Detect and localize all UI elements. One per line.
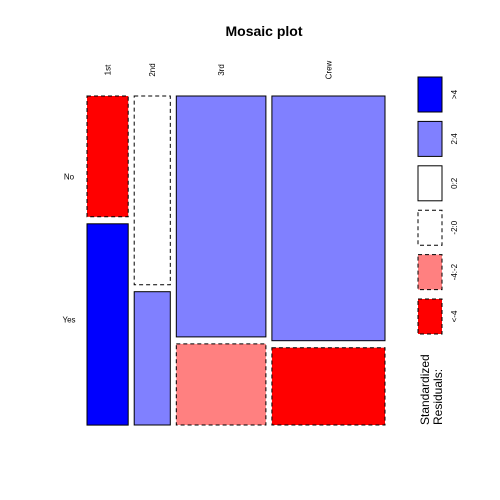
legend-label-3: 0:2 — [450, 177, 459, 189]
cell-2nd-no — [133, 95, 171, 286]
legend-title-line-1: Standardized — [418, 354, 432, 425]
cell-crew-yes — [271, 347, 386, 426]
column-labels: 1st 2nd 3rd Crew — [104, 60, 334, 79]
column-label-3rd: 3rd — [217, 64, 226, 76]
cell-crew-no — [271, 95, 386, 342]
legend-label-4: -2:0 — [450, 220, 459, 234]
legend-label-5: -4:-2 — [450, 263, 459, 280]
column-label-2nd: 2nd — [148, 63, 157, 76]
legend-label-1: >4 — [450, 89, 459, 99]
cell-1st-no — [86, 95, 129, 218]
legend-label-6: <-4 — [450, 310, 459, 322]
legend-swatch-4 — [417, 209, 443, 246]
legend: >4 2:4 0:2 -2:0 -4:-2 <-4 Standardized Residual… — [417, 76, 459, 425]
legend-title-line-2: Residuals: — [431, 369, 445, 425]
cell-3rd-no — [175, 95, 267, 338]
column-label-1st: 1st — [104, 64, 113, 75]
legend-swatch-6 — [417, 298, 443, 335]
legend-label-2: 2:4 — [450, 133, 459, 145]
legend-swatch-3 — [417, 165, 443, 202]
cell-2nd-yes — [133, 291, 171, 426]
row-label-yes: Yes — [62, 315, 75, 324]
legend-swatch-5 — [417, 254, 443, 291]
cell-1st-yes — [86, 223, 129, 426]
mosaic-cells — [86, 95, 386, 426]
cell-3rd-yes — [175, 343, 267, 426]
legend-swatch-2 — [417, 120, 443, 157]
chart-title: Mosaic plot — [225, 23, 302, 39]
row-labels: No Yes — [62, 172, 75, 324]
legend-swatch-1 — [417, 76, 443, 113]
column-label-crew: Crew — [324, 60, 333, 79]
row-label-no: No — [64, 172, 75, 181]
